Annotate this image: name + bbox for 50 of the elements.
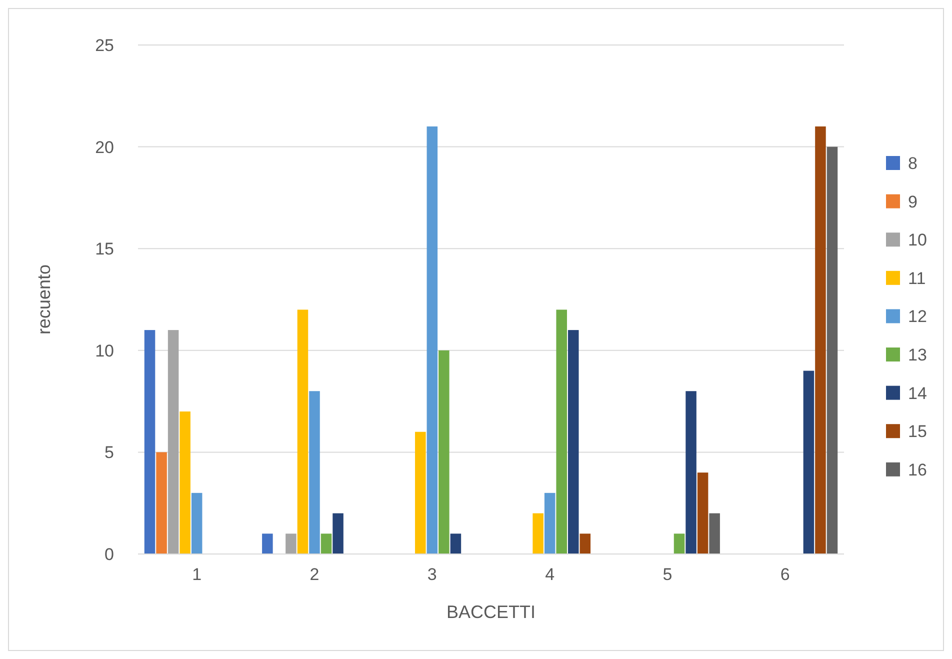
legend-label: 15 xyxy=(908,422,927,442)
x-tick-label: 2 xyxy=(310,565,320,584)
y-tick-label: 0 xyxy=(104,544,114,564)
y-tick-label: 20 xyxy=(95,138,114,157)
bar xyxy=(415,432,426,554)
x-tick-label: 6 xyxy=(780,565,790,584)
bar xyxy=(568,330,579,554)
bar xyxy=(297,310,308,554)
legend-label: 11 xyxy=(908,268,926,288)
y-tick-label: 5 xyxy=(104,443,114,462)
bar xyxy=(320,534,332,554)
bar xyxy=(309,391,320,554)
x-tick-label: 1 xyxy=(192,565,202,584)
bar xyxy=(544,492,556,554)
bar xyxy=(450,534,462,554)
bar xyxy=(532,513,544,554)
x-tick-label: 5 xyxy=(662,565,672,584)
bar xyxy=(438,350,450,554)
legend-label: 14 xyxy=(908,384,927,403)
bar xyxy=(332,513,344,554)
y-tick-label: 10 xyxy=(95,341,114,360)
bar xyxy=(426,126,438,554)
legend-label: 9 xyxy=(908,192,918,212)
legend-label: 10 xyxy=(908,230,927,250)
bar xyxy=(286,534,296,554)
legend-label: 8 xyxy=(908,154,918,173)
y-tick-label: 25 xyxy=(95,36,114,55)
bar xyxy=(709,513,720,554)
bar xyxy=(815,126,826,554)
legend-label: 16 xyxy=(908,460,927,480)
bar xyxy=(168,330,179,554)
y-tick-label: 15 xyxy=(95,240,114,259)
bar xyxy=(262,534,273,554)
y-axis-title: recuento xyxy=(34,264,54,335)
bar xyxy=(826,146,838,554)
bar xyxy=(191,492,202,554)
x-tick-label: 3 xyxy=(427,565,437,584)
bar xyxy=(180,411,190,554)
legend-label: 13 xyxy=(908,345,927,364)
bar xyxy=(686,391,696,554)
bar xyxy=(674,534,685,554)
bar xyxy=(697,472,708,554)
bar xyxy=(144,330,156,554)
x-axis-title: BACCETTI xyxy=(446,602,536,622)
bar xyxy=(556,310,567,554)
legend-label: 12 xyxy=(908,307,927,326)
bar xyxy=(803,370,814,554)
x-tick-label: 4 xyxy=(545,565,555,584)
bar xyxy=(580,534,591,554)
bar xyxy=(156,452,167,554)
